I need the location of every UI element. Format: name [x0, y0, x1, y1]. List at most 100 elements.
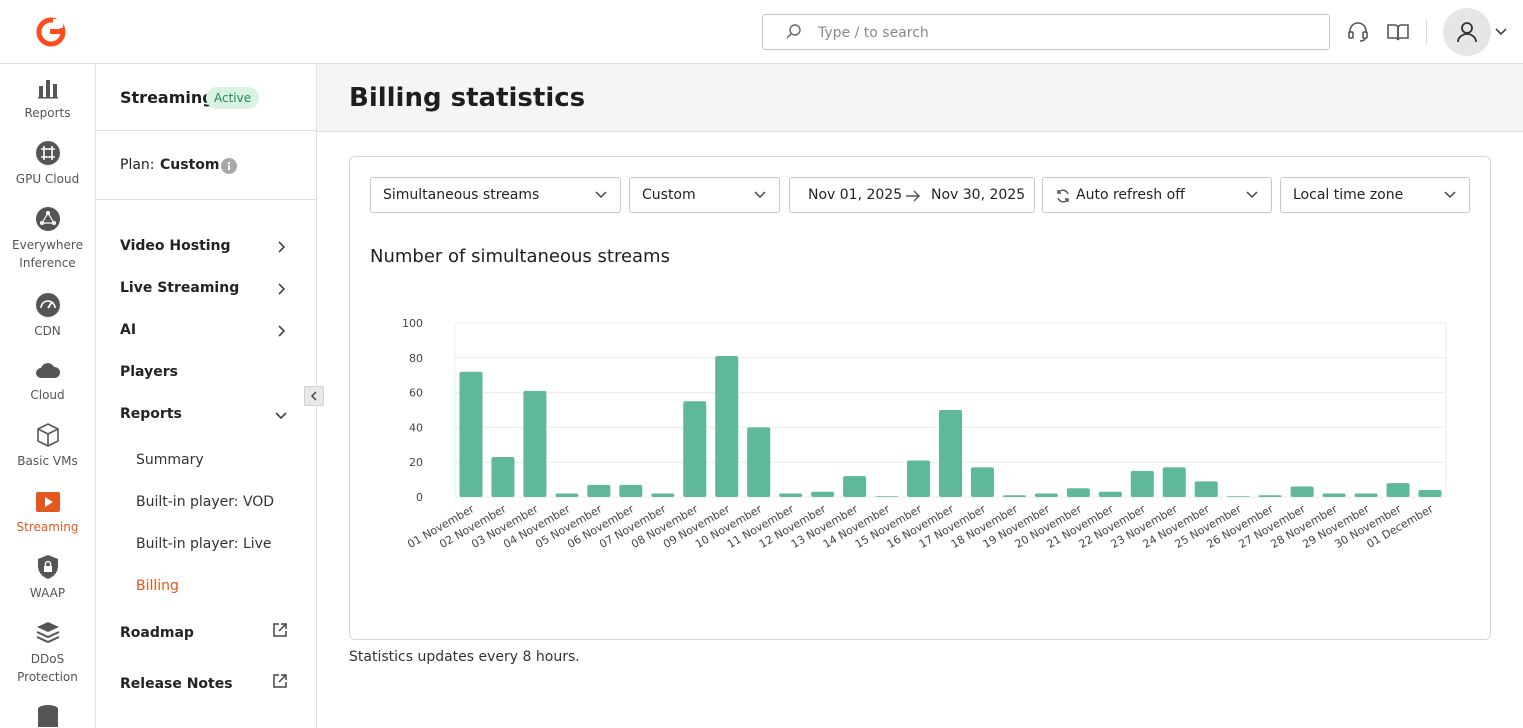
divider [96, 199, 316, 200]
rail-item-everywhere-inference[interactable]: Everywhere Inference [0, 206, 95, 272]
chart-bar [1162, 467, 1186, 497]
chevron-right-icon[interactable] [274, 240, 288, 254]
stats-card: Simultaneous streams Custom Nov 01, 2025… [349, 156, 1491, 640]
y-tick-label: 60 [409, 387, 423, 400]
inference-network-icon [35, 207, 60, 231]
rail-item-cloud[interactable]: Cloud [0, 358, 95, 404]
rail-label: Cloud [30, 388, 65, 402]
chart-bar [1130, 470, 1154, 497]
chart-bar [1386, 483, 1410, 497]
rail-item-streaming[interactable]: Streaming [0, 490, 95, 536]
status-badge: Active [206, 87, 260, 109]
nav-item-video-hosting[interactable]: Video Hosting [120, 238, 231, 254]
metric-select[interactable]: Simultaneous streams [370, 177, 621, 213]
chart-bar [619, 484, 643, 497]
period-select-value: Custom [642, 187, 696, 203]
rail-item-basic-vms[interactable]: Basic VMs [0, 422, 95, 470]
nav-sub-billing[interactable]: Billing [136, 578, 179, 594]
external-link-icon[interactable] [272, 673, 288, 689]
auto-refresh-value: Auto refresh off [1076, 187, 1185, 203]
date-range-picker[interactable]: Nov 01, 2025 Nov 30, 2025 [789, 177, 1035, 213]
rail-item-storage[interactable] [0, 704, 95, 728]
support-headset-icon[interactable] [1346, 20, 1370, 44]
chevron-down-icon[interactable] [274, 408, 288, 422]
chart-bar [1322, 493, 1346, 497]
user-avatar-icon [1457, 22, 1477, 43]
chart-bar [811, 491, 835, 497]
search-box[interactable] [762, 14, 1330, 50]
auto-refresh-select[interactable]: Auto refresh off [1042, 177, 1272, 213]
chart-bar [715, 356, 739, 497]
rail-item-ddos-protection[interactable]: DDoS Protection [0, 620, 95, 686]
nav-sub-builtin-live[interactable]: Built-in player: Live [136, 536, 272, 552]
chart-bar [683, 401, 707, 497]
nav-item-release-notes[interactable]: Release Notes [120, 676, 233, 692]
collapse-sidebar-button[interactable] [304, 386, 324, 406]
chart-bar [1354, 493, 1378, 497]
y-tick-label: 20 [409, 456, 423, 469]
chart-bar [907, 460, 931, 497]
chart-bar [875, 496, 899, 497]
y-tick-label: 80 [409, 352, 423, 365]
rail-item-gpu-cloud[interactable]: GPU Cloud [0, 140, 95, 188]
nav-item-roadmap[interactable]: Roadmap [120, 625, 194, 641]
nav-sub-builtin-vod[interactable]: Built-in player: VOD [136, 494, 275, 510]
external-link-icon[interactable] [272, 622, 288, 638]
chart-bar [779, 493, 803, 497]
chart-bar [970, 467, 994, 497]
nav-item-ai[interactable]: AI [120, 322, 137, 338]
docs-book-icon[interactable] [1386, 20, 1410, 44]
nav-item-live-streaming[interactable]: Live Streaming [120, 280, 240, 296]
date-from[interactable]: Nov 01, 2025 [808, 187, 903, 203]
top-bar [0, 0, 1523, 64]
y-tick-label: 0 [416, 491, 423, 504]
chevron-right-icon[interactable] [274, 282, 288, 296]
time-zone-select[interactable]: Local time zone [1280, 177, 1470, 213]
plan-value: Custom [160, 157, 220, 173]
rail-label: Reports [24, 106, 71, 120]
nav-item-reports[interactable]: Reports [120, 406, 182, 422]
search-input[interactable] [818, 22, 1298, 44]
section-sidebar: Streaming Active Plan: Custom Video Host… [96, 64, 317, 728]
chevron-down-icon [754, 191, 766, 199]
rail-label: CDN [34, 324, 61, 338]
speedometer-icon [35, 293, 60, 317]
page-header: Billing statistics [317, 64, 1523, 132]
divider [1426, 19, 1427, 45]
play-icon [35, 492, 60, 512]
rail-label: Inference [19, 256, 76, 270]
chart-bar [555, 493, 579, 497]
rail-item-reports[interactable]: Reports [0, 76, 95, 122]
metric-select-value: Simultaneous streams [383, 187, 540, 203]
chevron-right-icon[interactable] [274, 324, 288, 338]
shield-lock-icon [37, 555, 58, 579]
nav-item-players[interactable]: Players [120, 364, 178, 380]
section-title: Streaming [120, 88, 214, 107]
rail-label: WAAP [29, 586, 66, 600]
arrow-right-icon [906, 190, 920, 202]
plan-label: Plan: [120, 157, 155, 173]
chevron-down-icon[interactable] [1494, 26, 1508, 38]
user-avatar-button[interactable] [1443, 8, 1491, 56]
refresh-icon [1057, 189, 1069, 203]
chart-bar [1194, 481, 1218, 497]
info-icon[interactable] [221, 158, 237, 174]
period-select[interactable]: Custom [629, 177, 780, 213]
rail-item-waap[interactable]: WAAP [0, 554, 95, 602]
chart-bar [523, 390, 547, 497]
nav-sub-summary[interactable]: Summary [136, 452, 204, 468]
rail-item-cdn[interactable]: CDN [0, 292, 95, 340]
chart-bar [459, 371, 483, 497]
y-tick-label: 100 [402, 317, 423, 330]
chart-bar [1002, 495, 1026, 497]
logo-icon[interactable] [36, 17, 66, 47]
layers-icon [36, 622, 59, 644]
chart-bar [587, 484, 611, 497]
chart-title: Number of simultaneous streams [370, 246, 670, 267]
chart-bar [1418, 490, 1442, 497]
chart-bar [938, 410, 963, 497]
date-to[interactable]: Nov 30, 2025 [931, 187, 1026, 203]
divider [96, 130, 316, 131]
rail-label: Basic VMs [17, 454, 78, 468]
chart-bar [843, 476, 867, 497]
